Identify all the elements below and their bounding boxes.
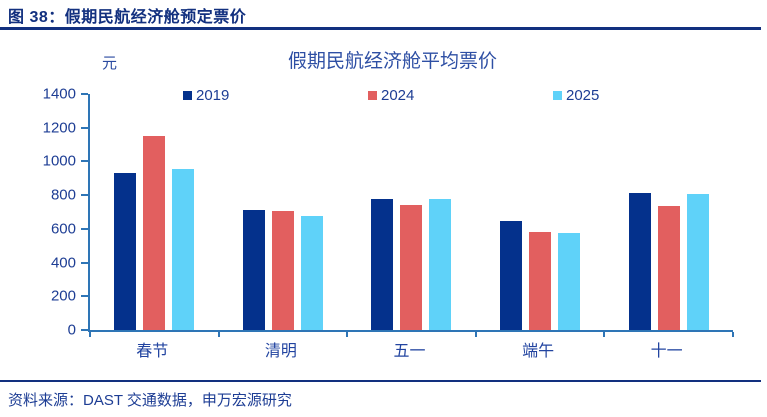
bar-2025-端午 — [558, 233, 581, 330]
legend-item-2019: 2019 — [183, 87, 229, 104]
y-axis-tick — [81, 295, 88, 298]
y-axis-tick — [81, 227, 88, 230]
y-axis-tick-label: 1000 — [42, 152, 76, 170]
y-axis-tick — [81, 93, 88, 95]
y-axis-tick-label: 1400 — [42, 85, 76, 103]
bar-2024-端午 — [529, 232, 552, 330]
bar-2019-春节 — [114, 173, 137, 330]
bar-2025-十一 — [686, 194, 709, 330]
y-axis-tick-label: 0 — [67, 321, 76, 339]
y-axis-tick-label: 400 — [50, 254, 76, 272]
bar-2025-五一 — [429, 198, 452, 330]
y-axis-tick — [81, 329, 88, 331]
bar-group-端午 — [476, 94, 605, 330]
y-axis-tick-label: 1200 — [42, 119, 76, 137]
category-label-清明: 清明 — [264, 343, 297, 360]
bar-2019-五一 — [371, 199, 394, 330]
bar-group-五一 — [347, 94, 476, 330]
bar-2025-清明 — [300, 216, 323, 330]
source-note: 资料来源：DAST 交通数据，申万宏源研究 — [8, 392, 292, 409]
bar-2025-春节 — [172, 169, 195, 330]
bar-2024-春节 — [143, 136, 166, 330]
legend-label: 2019 — [196, 87, 230, 104]
category-label-五一: 五一 — [393, 343, 426, 360]
x-axis-tick — [732, 332, 734, 337]
legend-item-2025: 2025 — [553, 87, 599, 104]
x-axis-tick — [474, 332, 477, 337]
legend-label: 2024 — [381, 87, 415, 104]
y-axis-tick — [81, 194, 88, 197]
category-label-十一: 十一 — [650, 343, 683, 360]
y-axis-tick — [81, 261, 88, 264]
chart-title: 假期民航经济舱平均票价 — [287, 51, 497, 72]
y-axis-tick — [81, 126, 88, 129]
header-divider — [0, 27, 761, 30]
bar-2024-十一 — [657, 206, 680, 330]
y-axis-unit-label: 元 — [102, 55, 118, 72]
legend-marker — [183, 91, 192, 100]
legend-marker — [368, 91, 377, 100]
y-axis-tick-label: 200 — [50, 287, 76, 305]
plot-area: 0 200 400 600 800 1000 1200 1400 — [43, 86, 734, 339]
x-axis-tick — [89, 332, 91, 337]
bar-group-春节 — [90, 94, 219, 330]
bar-group-十一 — [604, 94, 733, 330]
figure-caption: 图 38：假期民航经济舱预定票价 — [8, 9, 247, 26]
x-axis-category-labels: 春节 清明 五一 端午 十一 — [88, 337, 731, 361]
footer-divider — [0, 380, 761, 382]
category-label-端午: 端午 — [522, 343, 555, 360]
legend-marker — [553, 91, 562, 100]
x-axis-tick — [346, 332, 349, 337]
bar-2019-十一 — [628, 192, 651, 330]
y-axis-tick-label: 600 — [50, 220, 76, 238]
bar-2024-五一 — [400, 205, 423, 330]
y-axis-tick — [81, 160, 88, 163]
category-label-春节: 春节 — [136, 343, 169, 360]
legend-item-2024: 2024 — [368, 87, 414, 104]
x-axis-tick — [217, 332, 220, 337]
bar-groups — [90, 94, 733, 330]
bar-group-清明 — [219, 94, 348, 330]
y-axis-tick-label: 800 — [50, 186, 76, 204]
bar-2019-清明 — [242, 210, 265, 330]
bar-2024-清明 — [271, 211, 294, 330]
legend-label: 2025 — [566, 87, 600, 104]
x-axis-tick — [603, 332, 606, 337]
bar-2019-端午 — [500, 221, 523, 330]
